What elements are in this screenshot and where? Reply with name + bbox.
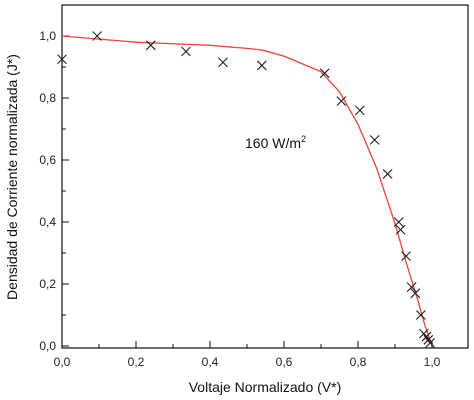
data-points — [57, 31, 436, 348]
data-point-15 — [410, 288, 421, 299]
y-tick-labels: 0,0 0,2 0,4 0,6 0,8 1,0 — [39, 29, 56, 353]
x-tick-label: 0,2 — [128, 355, 145, 369]
data-point-18 — [421, 331, 432, 342]
data-point-11 — [393, 217, 404, 227]
data-point-6 — [319, 68, 330, 79]
y-tick-label: 1,0 — [39, 29, 56, 43]
data-point-16 — [416, 310, 426, 320]
y-tick-label: 0,2 — [39, 277, 56, 291]
data-point-1 — [92, 31, 103, 41]
data-point-4 — [218, 57, 228, 68]
x-tick-labels: 0,0 0,2 0,4 0,6 0,8 1,0 — [54, 355, 441, 369]
y-tick-label: 0,4 — [39, 215, 56, 229]
fit-curve-line — [61, 35, 433, 347]
data-point-10 — [382, 169, 393, 179]
x-tick-label: 0,0 — [54, 355, 71, 369]
data-point-7 — [336, 96, 347, 106]
annotation: 160 W/m2 — [245, 134, 306, 151]
data-point-2 — [145, 40, 156, 51]
data-point-5 — [256, 60, 267, 71]
data-point-14 — [406, 282, 417, 292]
fit-curve — [61, 35, 433, 347]
data-point-3 — [181, 46, 191, 57]
y-tick-label: 0,6 — [39, 153, 56, 167]
x-axis-title: Voltaje Normalizado (V*) — [189, 379, 342, 395]
data-point-12 — [395, 224, 406, 235]
data-point-13 — [401, 251, 411, 261]
annotation-superscript: 2 — [301, 134, 306, 144]
data-point-0 — [57, 54, 67, 65]
x-tick-label: 1,0 — [424, 355, 441, 369]
y-tick-label: 0,8 — [39, 91, 56, 105]
plot-frame — [61, 4, 469, 349]
data-point-8 — [354, 105, 365, 116]
annotation-text: 160 W/m — [245, 135, 301, 151]
x-tick-label: 0,4 — [202, 355, 219, 369]
data-point-9 — [369, 134, 380, 145]
data-point-19 — [423, 334, 434, 345]
data-point-20 — [425, 338, 436, 348]
x-tick-label: 0,8 — [350, 355, 367, 369]
axis-ticks — [61, 4, 433, 348]
y-axis-title: Densidad de Corriente normalizada (J*) — [4, 54, 20, 300]
y-tick-label: 0,0 — [39, 339, 56, 353]
x-tick-label: 0,6 — [276, 355, 293, 369]
